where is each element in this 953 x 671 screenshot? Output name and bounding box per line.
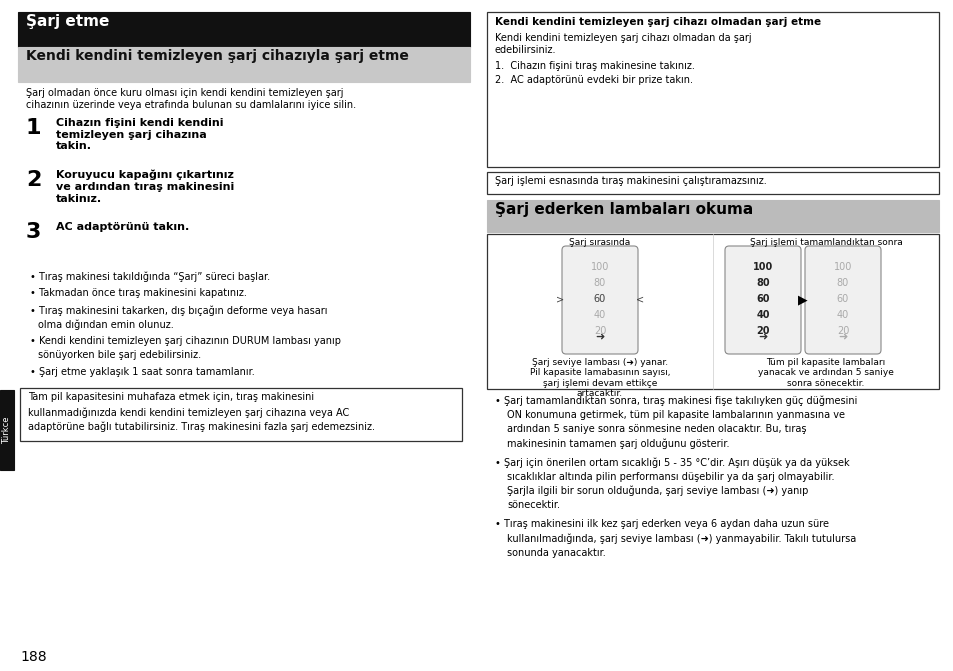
Text: 1: 1 [26,118,42,138]
Text: • Kendi kendini temizleyen şarj cihazının DURUM lambası yanıp: • Kendi kendini temizleyen şarj cihazını… [30,336,340,346]
Text: 100: 100 [590,262,609,272]
Text: 60: 60 [594,294,605,304]
Text: AC adaptörünü takın.: AC adaptörünü takın. [56,222,189,232]
Text: ➜: ➜ [838,332,847,342]
Text: ardından 5 saniye sonra sönmesine neden olacaktır. Bu, tıraş: ardından 5 saniye sonra sönmesine neden … [506,424,805,434]
Text: 40: 40 [594,310,605,320]
FancyBboxPatch shape [724,246,801,354]
Text: sönecektir.: sönecektir. [506,501,559,511]
Text: <: < [636,294,643,304]
Text: kullanılmadığında, şarj seviye lambası (➜) yanmayabilir. Takılı tutulursa: kullanılmadığında, şarj seviye lambası (… [506,533,856,544]
Text: • Takmadan önce tıraş makinesini kapatınız.: • Takmadan önce tıraş makinesini kapatın… [30,289,247,299]
Text: Koruyucu kapağını çıkartınız
ve ardından tıraş makinesini
takinız.: Koruyucu kapağını çıkartınız ve ardından… [56,170,234,204]
Text: Şarj seviye lambası (➜) yanar.
Pil kapasite lamabasının sayısı,
şarj işlemi deva: Şarj seviye lambası (➜) yanar. Pil kapas… [529,358,670,398]
Text: 40: 40 [836,310,848,320]
Bar [0,390,14,470]
Text: 188: 188 [20,650,47,664]
Text: 20: 20 [593,326,605,336]
Bar [486,172,938,194]
Text: sönüyorken bile şarj edebilirsiniz.: sönüyorken bile şarj edebilirsiniz. [38,350,201,360]
Text: Kendi kendini temizleyen şarj cihazı olmadan şarj etme: Kendi kendini temizleyen şarj cihazı olm… [495,17,821,27]
Text: olma dığından emin olunuz.: olma dığından emin olunuz. [38,319,173,330]
Text: Şarj işlemi esnasında tıraş makinesini çalıştıramazsınız.: Şarj işlemi esnasında tıraş makinesini ç… [495,176,766,186]
Text: • Tıraş makinesi takıldığında “Şarj” süreci başlar.: • Tıraş makinesi takıldığında “Şarj” sür… [30,272,270,282]
Text: 20: 20 [836,326,848,336]
Text: • Şarj etme yaklaşık 1 saat sonra tamamlanır.: • Şarj etme yaklaşık 1 saat sonra tamaml… [30,367,254,377]
Text: kullanmadığınızda kendi kendini temizleyen şarj cihazına veya AC: kullanmadığınızda kendi kendini temizley… [28,407,349,417]
Text: • Şarj için önerilen ortam sıcaklığı 5 - 35 °C’dir. Aşırı düşük ya da yüksek: • Şarj için önerilen ortam sıcaklığı 5 -… [495,457,849,468]
Text: 2.  AC adaptörünü evdeki bir prize takın.: 2. AC adaptörünü evdeki bir prize takın. [495,75,692,85]
Text: ➜: ➜ [595,332,604,342]
Text: Tüm pil kapasite lambaları
yanacak ve ardından 5 saniye
sonra sönecektir.: Tüm pil kapasite lambaları yanacak ve ar… [758,358,893,388]
Text: 60: 60 [756,294,769,304]
Text: Türkce: Türkce [3,416,11,444]
Text: 1.  Cihazın fişini tıraş makinesine takınız.: 1. Cihazın fişini tıraş makinesine takın… [495,61,694,71]
Text: ➜: ➜ [758,332,767,342]
Bar [20,387,461,441]
Text: 20: 20 [756,326,769,336]
Text: Kendi kendini temizleyen şarj cihazı olmadan da şarj
edebilirsiniz.: Kendi kendini temizleyen şarj cihazı olm… [495,33,751,54]
Text: Şarj sırasında: Şarj sırasında [569,238,630,247]
Text: 80: 80 [836,278,848,288]
Text: • Tıraş makinesini ilk kez şarj ederken veya 6 aydan daha uzun süre: • Tıraş makinesini ilk kez şarj ederken … [495,519,828,529]
Text: ▶: ▶ [798,293,807,307]
Text: 2: 2 [26,170,41,190]
Text: >: > [556,294,563,304]
FancyBboxPatch shape [804,246,880,354]
Bar [18,12,470,47]
Bar [486,12,938,167]
Text: 100: 100 [833,262,851,272]
Text: Cihazın fişini kendi kendini
temizleyen şarj cihazına
takin.: Cihazın fişini kendi kendini temizleyen … [56,118,223,151]
Text: Şarj olmadan önce kuru olması için kendi kendini temizleyen şarj
cihazının üzeri: Şarj olmadan önce kuru olması için kendi… [26,88,355,109]
Text: makinesinin tamamen şarj olduğunu gösterir.: makinesinin tamamen şarj olduğunu göster… [506,439,729,449]
Text: Tam pil kapasitesini muhafaza etmek için, tıraş makinesini: Tam pil kapasitesini muhafaza etmek için… [28,393,314,403]
Text: ON konumuna getirmek, tüm pil kapasite lambalarının yanmasına ve: ON konumuna getirmek, tüm pil kapasite l… [506,409,844,419]
Text: Kendi kendini temizleyen şarj cihazıyla şarj etme: Kendi kendini temizleyen şarj cihazıyla … [26,49,409,63]
Text: 3: 3 [26,222,41,242]
Bar [486,200,938,232]
Text: • Şarj tamamlandıktan sonra, tıraş makinesi fişe takılıyken güç düğmesini: • Şarj tamamlandıktan sonra, tıraş makin… [495,395,857,405]
Text: adaptörüne bağlı tutabilirsiniz. Tıraş makinesini fazla şarj edemezsiniz.: adaptörüne bağlı tutabilirsiniz. Tıraş m… [28,421,375,432]
FancyBboxPatch shape [561,246,638,354]
Text: 100: 100 [752,262,772,272]
Text: • Tıraş makinesini takarken, dış bıçağın deforme veya hasarı: • Tıraş makinesini takarken, dış bıçağın… [30,305,327,315]
Text: 60: 60 [594,294,605,304]
Text: sonunda yanacaktır.: sonunda yanacaktır. [506,548,605,558]
Text: 40: 40 [756,310,769,320]
Text: Şarjla ilgili bir sorun olduğunda, şarj seviye lambası (➜) yanıp: Şarjla ilgili bir sorun olduğunda, şarj … [506,486,807,497]
Bar [18,47,470,82]
Text: Şarj işlemi tamamlandıktan sonra: Şarj işlemi tamamlandıktan sonra [749,238,902,247]
Text: 80: 80 [756,278,769,288]
Text: Şarj etme: Şarj etme [26,14,110,29]
Text: 60: 60 [836,294,848,304]
Text: Şarj ederken lambaları okuma: Şarj ederken lambaları okuma [495,202,753,217]
Text: sıcaklıklar altında pilin performansı düşebilir ya da şarj olmayabilir.: sıcaklıklar altında pilin performansı dü… [506,472,834,482]
Bar [486,234,938,389]
Text: 80: 80 [594,278,605,288]
